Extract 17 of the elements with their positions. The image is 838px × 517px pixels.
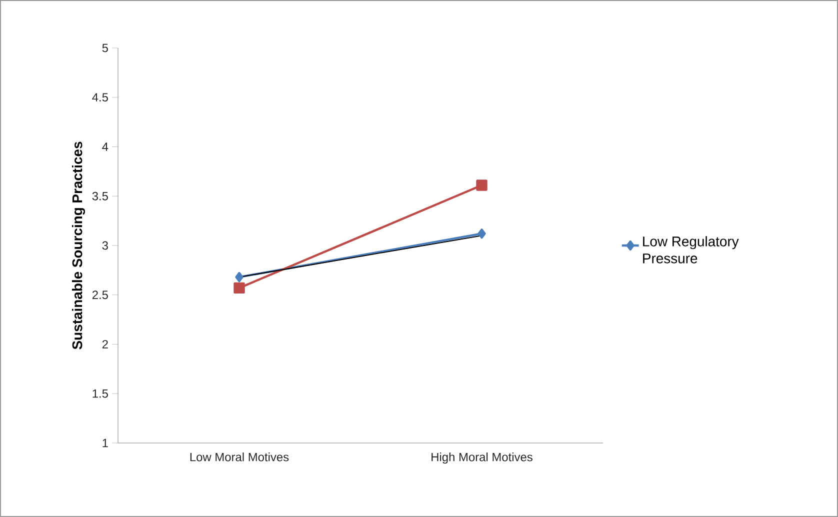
y-tick-label: 3 xyxy=(102,241,108,250)
y-tick-label: 1 xyxy=(102,438,108,448)
y-tick-label: 4 xyxy=(102,142,108,151)
y-tick-label: 2.5 xyxy=(92,290,108,300)
point xyxy=(476,180,488,191)
y-tick-label: 1.5 xyxy=(92,389,108,398)
y-tick-label: 3.5 xyxy=(92,192,108,200)
point xyxy=(235,272,244,282)
x-tick-label: High Moral Motives xyxy=(432,452,532,464)
legend-label: Low Regulatory Pressure xyxy=(643,236,739,264)
point xyxy=(478,228,486,239)
point xyxy=(234,282,245,294)
y-axis-title: Sustainable Sourcing Practices xyxy=(72,142,86,350)
y-tick-label: 2 xyxy=(102,340,108,348)
y-tick-label: 5 xyxy=(102,44,108,52)
x-tick-label: Low Moral Motives xyxy=(190,452,289,462)
y-tick-label: 4.5 xyxy=(92,93,108,102)
